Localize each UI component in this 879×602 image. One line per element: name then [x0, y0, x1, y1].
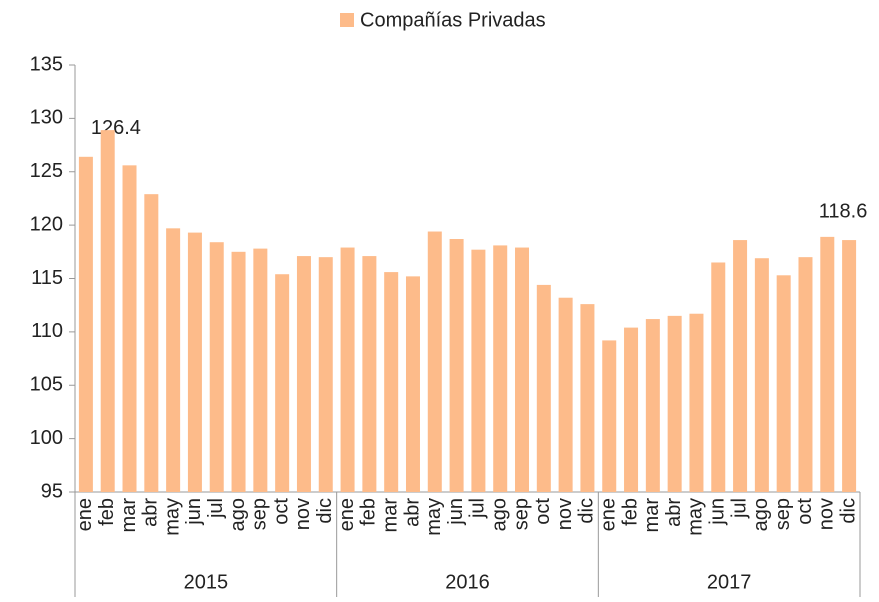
- x-tick-label: may: [423, 498, 445, 536]
- bar: [754, 258, 769, 492]
- x-tick-label: mar: [118, 498, 140, 533]
- x-tick-label: may: [161, 498, 183, 536]
- bar: [449, 239, 464, 492]
- bar: [711, 262, 726, 492]
- y-tick-label: 100: [30, 427, 63, 449]
- x-tick-label: feb: [358, 498, 380, 526]
- x-tick-label: dic: [576, 498, 598, 524]
- y-tick-label: 120: [30, 213, 63, 235]
- y-tick-label: 110: [31, 320, 63, 342]
- bar: [78, 156, 93, 492]
- y-tick-label: 115: [31, 267, 63, 289]
- x-tick-label: jun: [445, 498, 467, 526]
- bar: [558, 297, 573, 492]
- x-tick-label: sep: [772, 498, 794, 530]
- bar: [820, 236, 835, 492]
- legend-label: Compañías Privadas: [360, 9, 546, 31]
- bar: [602, 340, 617, 492]
- x-tick-label: ago: [227, 498, 249, 531]
- bar: [405, 276, 420, 492]
- y-tick-label: 130: [30, 107, 63, 129]
- x-tick-label: ago: [750, 498, 772, 531]
- x-tick-label: nov: [554, 498, 576, 530]
- bar: [100, 130, 115, 492]
- x-tick-label: sep: [510, 498, 532, 530]
- x-tick-label: ene: [74, 498, 96, 531]
- x-tick-label: feb: [619, 498, 641, 526]
- group-label: 2017: [707, 571, 752, 593]
- group-label: 2015: [184, 571, 229, 593]
- bar: [515, 247, 530, 492]
- bar: [209, 242, 224, 492]
- x-tick-label: dic: [837, 498, 859, 524]
- group-label: 2016: [445, 571, 490, 593]
- x-tick-label: nov: [292, 498, 314, 530]
- x-tick-label: oct: [532, 498, 554, 525]
- y-tick-label: 135: [30, 53, 63, 75]
- bar: [580, 304, 595, 492]
- bar: [253, 248, 268, 492]
- x-tick-label: jul: [728, 498, 750, 519]
- bar: [493, 245, 508, 492]
- x-tick-label: may: [685, 498, 707, 536]
- bar: [231, 251, 246, 492]
- y-tick-label: 105: [30, 374, 63, 396]
- x-tick-label: dic: [314, 498, 336, 524]
- bar: [689, 313, 704, 492]
- x-tick-label: jun: [707, 498, 729, 526]
- legend-swatch: [340, 13, 354, 27]
- x-tick-label: oct: [270, 498, 292, 525]
- x-tick-label: ene: [598, 498, 620, 531]
- bar: [296, 256, 311, 492]
- data-label: 126.4: [91, 117, 141, 139]
- bar: [624, 327, 639, 492]
- bar: [122, 165, 137, 492]
- y-tick-label: 125: [30, 160, 63, 182]
- bar: [645, 319, 660, 492]
- data-label: 118.6: [819, 200, 868, 222]
- x-tick-label: nov: [816, 498, 838, 530]
- x-tick-label: ago: [488, 498, 510, 531]
- bar: [340, 247, 355, 492]
- bar: [798, 257, 813, 492]
- bar: [275, 274, 290, 492]
- bar: [427, 231, 442, 492]
- bar: [776, 275, 791, 492]
- x-tick-label: abr: [663, 498, 685, 527]
- bar: [144, 194, 159, 493]
- bar: [187, 232, 202, 492]
- bar: [166, 228, 181, 492]
- x-tick-label: feb: [96, 498, 118, 526]
- x-tick-label: mar: [641, 498, 663, 533]
- bar: [733, 240, 748, 492]
- bar: [362, 256, 377, 492]
- x-tick-label: oct: [794, 498, 816, 525]
- x-tick-label: abr: [401, 498, 423, 527]
- bar: [536, 284, 551, 492]
- x-tick-label: mar: [379, 498, 401, 533]
- x-tick-label: jul: [467, 498, 489, 519]
- x-tick-label: ene: [336, 498, 358, 531]
- bar: [318, 257, 333, 492]
- bar: [471, 249, 486, 492]
- x-tick-label: jun: [183, 498, 205, 526]
- y-tick-label: 95: [41, 480, 63, 502]
- bar: [842, 240, 857, 492]
- x-tick-label: jul: [205, 498, 227, 519]
- x-tick-label: abr: [140, 498, 162, 527]
- bar: [667, 315, 682, 492]
- bar: [384, 272, 399, 492]
- x-tick-label: sep: [249, 498, 271, 530]
